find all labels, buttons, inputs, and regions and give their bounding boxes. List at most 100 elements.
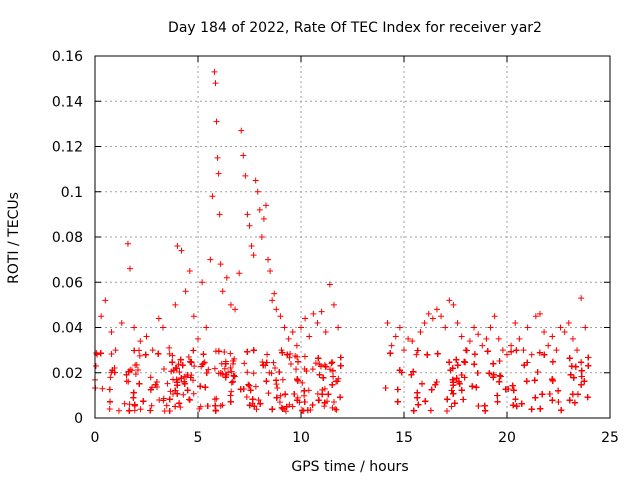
data-point <box>149 347 156 354</box>
data-point <box>253 406 260 413</box>
data-point <box>190 390 197 397</box>
data-point <box>227 392 234 399</box>
data-point <box>281 324 288 331</box>
data-point <box>244 348 251 355</box>
data-point <box>221 365 228 372</box>
data-point <box>294 397 301 404</box>
data-point <box>312 360 319 367</box>
data-point <box>293 342 300 349</box>
data-point <box>536 349 543 356</box>
data-point <box>409 338 416 345</box>
data-point <box>177 404 184 411</box>
data-point <box>232 306 239 313</box>
data-point <box>302 315 309 322</box>
data-point <box>238 127 245 134</box>
data-point <box>212 407 219 414</box>
y-tick-label: 0.02 <box>52 366 83 382</box>
data-point <box>179 362 186 369</box>
data-point <box>516 335 523 342</box>
data-point <box>236 270 243 277</box>
data-point <box>227 364 234 371</box>
data-point <box>415 401 422 408</box>
data-point <box>433 306 440 313</box>
data-point <box>92 362 99 369</box>
x-tick-label: 10 <box>292 430 310 446</box>
data-point <box>451 400 458 407</box>
data-point <box>460 396 467 403</box>
data-point <box>191 363 198 370</box>
data-point <box>317 363 324 370</box>
data-point <box>287 350 294 357</box>
data-point <box>257 400 264 407</box>
data-point <box>203 324 210 331</box>
data-point <box>482 407 489 414</box>
data-point <box>330 373 337 380</box>
data-point <box>422 398 429 405</box>
data-point <box>126 401 133 408</box>
data-point <box>137 406 144 413</box>
data-point <box>187 358 194 365</box>
data-point <box>298 324 304 331</box>
data-point <box>446 297 453 304</box>
data-point <box>212 402 219 409</box>
data-point <box>513 347 520 354</box>
data-point <box>534 369 541 376</box>
data-point <box>546 391 553 398</box>
data-point <box>153 378 160 385</box>
data-point <box>134 366 141 373</box>
data-point <box>271 290 278 297</box>
data-point <box>394 386 401 393</box>
data-point <box>190 313 197 320</box>
data-point <box>414 347 421 354</box>
data-point <box>197 403 204 410</box>
data-point <box>276 399 283 406</box>
data-point <box>566 397 573 404</box>
data-point <box>160 395 167 402</box>
data-point <box>170 367 177 374</box>
data-point <box>124 240 131 247</box>
data-point <box>584 394 591 401</box>
data-point <box>285 335 292 342</box>
data-point <box>240 152 247 159</box>
data-point <box>454 319 461 326</box>
data-point <box>273 377 280 384</box>
data-point <box>532 313 539 320</box>
data-point <box>387 350 394 357</box>
data-point <box>279 376 286 383</box>
data-point <box>187 374 194 381</box>
data-point <box>442 324 449 331</box>
data-point <box>545 342 552 349</box>
data-point <box>322 329 329 336</box>
data-point <box>578 367 585 374</box>
data-point <box>401 347 407 354</box>
data-point <box>273 306 280 313</box>
data-point <box>539 391 546 398</box>
data-point <box>425 310 432 317</box>
data-point <box>176 368 183 375</box>
data-point <box>186 267 193 274</box>
data-point <box>388 342 395 349</box>
data-point <box>166 396 173 403</box>
data-point <box>256 206 263 213</box>
data-point <box>200 351 207 358</box>
data-point <box>325 391 332 398</box>
data-point <box>417 329 424 336</box>
data-point <box>499 347 506 354</box>
y-tick-label: 0.08 <box>52 230 83 246</box>
data-point <box>574 347 581 354</box>
data-point <box>321 399 328 406</box>
data-point <box>428 386 435 393</box>
data-point <box>274 385 281 392</box>
data-point <box>569 391 576 398</box>
data-point <box>458 387 465 394</box>
data-point <box>203 369 210 376</box>
data-point <box>229 378 236 385</box>
data-point <box>282 408 289 415</box>
data-point <box>182 288 189 295</box>
data-point <box>333 406 340 413</box>
data-point <box>97 350 104 357</box>
data-point <box>273 394 280 401</box>
data-point <box>278 404 285 411</box>
data-point <box>111 369 118 376</box>
data-point <box>561 329 568 336</box>
